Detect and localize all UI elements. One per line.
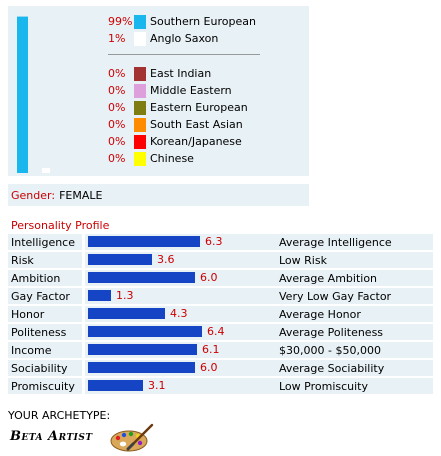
trait-value: 6.4 [207,325,225,338]
trait-description: $30,000 - $50,000 [276,342,433,358]
trait-row: Politeness 6.4 Average Politeness [8,324,433,340]
ancestry-item: 0% Korean/Japanese [108,134,242,149]
trait-name: Promiscuity [8,378,82,394]
trait-row: Honor 4.3 Average Honor [8,306,433,322]
ancestry-swatch [134,100,146,115]
trait-row: Sociability 6.0 Average Sociability [8,360,433,376]
trait-row: Ambition 6.0 Average Ambition [8,270,433,286]
trait-description: Low Promiscuity [276,378,433,394]
trait-row: Risk 3.6 Low Risk [8,252,433,268]
trait-graph: 6.0 [85,270,281,286]
trait-value: 1.3 [116,289,134,302]
ancestry-swatch [134,151,146,166]
trait-graph: 6.1 [85,342,281,358]
trait-description: Low Risk [276,252,433,268]
ancestry-label: South East Asian [150,118,243,131]
trait-graph: 6.0 [85,360,281,376]
trait-bar [88,380,143,391]
trait-value: 6.1 [202,343,220,356]
ancestry-percent: 0% [108,67,126,80]
trait-bar [88,308,165,319]
trait-value: 3.1 [148,379,166,392]
trait-graph: 6.3 [85,234,281,250]
trait-graph: 3.6 [85,252,281,268]
trait-description: Average Sociability [276,360,433,376]
ancestry-item: 0% East Indian [108,66,211,81]
ancestry-panel: 99% Southern European 1% Anglo Saxon 0% East … [8,6,309,176]
trait-name: Honor [8,306,82,322]
trait-value: 6.3 [205,235,223,248]
ancestry-swatch [134,66,146,81]
ancestry-percent: 0% [108,101,126,114]
ancestry-item: 0% South East Asian [108,117,243,132]
trait-description: Average Honor [276,306,433,322]
ancestry-percent: 0% [108,118,126,131]
ancestry-swatch [134,83,146,98]
ancestry-item: 0% Middle Eastern [108,83,232,98]
ancestry-swatch [134,14,146,29]
archetype-label: YOUR ARCHETYPE: [8,409,111,422]
trait-row: Promiscuity 3.1 Low Promiscuity [8,378,433,394]
ancestry-swatch [134,134,146,149]
ancestry-label: Southern European [150,15,256,28]
ancestry-percent: 1% [108,32,126,45]
trait-bar [88,344,197,355]
trait-description: Very Low Gay Factor [276,288,433,304]
trait-graph: 6.4 [85,324,281,340]
trait-description: Average Intelligence [276,234,433,250]
ancestry-label: Korean/Japanese [150,135,242,148]
gender-label: Gender: [11,188,56,202]
ancestry-percent: 0% [108,135,126,148]
ancestry-item: 99% Southern European [108,14,256,29]
trait-name: Ambition [8,270,82,286]
gender-row: Gender: FEMALE [8,184,309,206]
archetype-name: Beta Artist [10,429,93,444]
trait-row: Intelligence 6.3 Average Intelligence [8,234,433,250]
palette-icon [110,423,154,452]
trait-bar [88,236,200,247]
trait-name: Risk [8,252,82,268]
ancestry-percent: 99% [108,15,133,28]
trait-row: Income 6.1 $30,000 - $50,000 [8,342,433,358]
ancestry-divider [108,54,260,55]
trait-description: Average Ambition [276,270,433,286]
ancestry-item: 0% Chinese [108,151,194,166]
trait-bar [88,272,195,283]
ancestry-item: 0% Eastern European [108,100,248,115]
ancestry-label: Eastern European [150,101,248,114]
trait-value: 6.0 [200,271,218,284]
trait-bar [88,362,195,373]
ancestry-swatch [134,31,146,46]
trait-row: Gay Factor 1.3 Very Low Gay Factor [8,288,433,304]
trait-name: Politeness [8,324,82,340]
trait-value: 3.6 [157,253,175,266]
trait-bar [88,254,152,265]
gender-value: FEMALE [59,188,103,202]
ancestry-label: Chinese [150,152,194,165]
trait-bar [88,326,202,337]
ancestry-percent: 0% [108,84,126,97]
personality-title: Personality Profile [11,219,110,232]
ancestry-bar-chart [17,16,50,173]
trait-name: Intelligence [8,234,82,250]
ancestry-swatch [134,117,146,132]
ancestry-label: Anglo Saxon [150,32,219,45]
trait-name: Gay Factor [8,288,82,304]
trait-graph: 4.3 [85,306,281,322]
ancestry-percent: 0% [108,152,126,165]
trait-bar [88,290,111,301]
trait-description: Average Politeness [276,324,433,340]
trait-name: Sociability [8,360,82,376]
ancestry-bar [42,168,50,173]
ancestry-item: 1% Anglo Saxon [108,31,218,46]
trait-graph: 1.3 [85,288,281,304]
trait-value: 4.3 [170,307,188,320]
trait-name: Income [8,342,82,358]
trait-value: 6.0 [200,361,218,374]
ancestry-label: Middle Eastern [150,84,232,97]
ancestry-bar [17,16,28,173]
trait-graph: 3.1 [85,378,281,394]
ancestry-label: East Indian [150,67,212,80]
